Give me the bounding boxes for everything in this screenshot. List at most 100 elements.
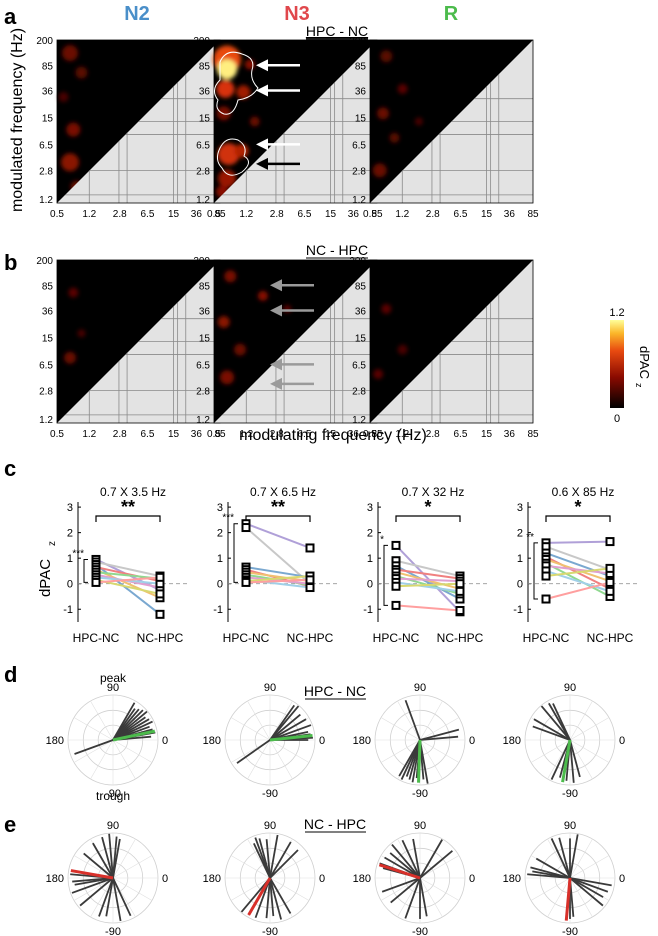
polar-vector (550, 838, 571, 879)
x-category-label: NC-HPC (437, 631, 484, 645)
polar-spoke (569, 717, 610, 741)
polar-label-0: 0 (162, 873, 168, 885)
polar-spoke (569, 739, 610, 763)
polar-spoke (73, 855, 114, 879)
side-bracket (233, 523, 238, 583)
heatmap-y-tick-label: 2.8 (39, 166, 53, 177)
polar-label-180: 180 (503, 873, 521, 885)
paired-line (245, 578, 311, 584)
heatmap-y-tick-label: 200 (36, 36, 53, 47)
polar-vector (74, 739, 114, 755)
polar-label-90: 90 (264, 820, 276, 832)
polar-spoke (419, 739, 460, 763)
heatmap-y-tick-label: 15 (199, 333, 211, 344)
polar-vector (98, 877, 114, 917)
paired-line (395, 604, 461, 612)
heatmap-y-tick-label: 1.2 (352, 195, 366, 206)
polar-spoke (112, 877, 153, 901)
arrow-head (256, 84, 268, 97)
heatmap-hotspot (68, 287, 79, 298)
x-axis-title-heatmap: modulating frequency (Hz) (239, 427, 427, 444)
polar-label-0: 0 (619, 735, 625, 747)
heatmap-x-tick-label: 0.5 (207, 209, 221, 220)
colorbar-title: dPAC z (634, 346, 652, 388)
data-point (155, 572, 165, 582)
polar-vector (112, 877, 132, 917)
polar-mean-vector (112, 729, 156, 742)
side-bracket-stars: *** (72, 548, 84, 559)
polar-label-90: 90 (107, 682, 119, 694)
polar-vector (390, 877, 421, 904)
heatmap-x-tick-label: 1.2 (239, 209, 253, 220)
heatmap-y-tick-label: 15 (42, 113, 54, 124)
panel-letter-c: c (4, 456, 16, 481)
arrow-head (270, 358, 282, 371)
panel-letter-a: a (4, 4, 17, 29)
heatmap-y-tick-label: 200 (36, 256, 53, 267)
y-tick-label: 1 (367, 553, 373, 565)
side-bracket (83, 558, 88, 583)
polar-vector (258, 838, 271, 879)
heatmap-hotspot (397, 83, 408, 94)
polar-spoke (112, 739, 153, 763)
polar-spoke (380, 717, 421, 741)
polar-spoke (230, 717, 271, 741)
heatmap-frame (369, 39, 534, 204)
polar-label-minus-90: -90 (262, 926, 278, 936)
y-tick-label: 1 (517, 553, 523, 565)
data-point (391, 540, 401, 550)
polar-spoke (230, 877, 271, 901)
polar-mean-vector (564, 877, 572, 921)
polar-vector (92, 842, 114, 879)
paired-line (545, 564, 611, 575)
polar-spoke (419, 877, 460, 901)
heatmap-x-tick-label: 1.2 (395, 209, 409, 220)
polar-plot: 90 -90 180 0 (46, 682, 168, 800)
heatmap-hotspot (64, 351, 77, 364)
heatmap-hotspot (218, 169, 237, 188)
arrow-marker (270, 377, 314, 390)
heatmap-hotspot (217, 143, 240, 166)
polar-vector (404, 877, 421, 919)
heatmap-hotspot (58, 92, 69, 103)
y-axis-title-dpac: dPAC z (37, 541, 58, 597)
heatmap-y-tick-label: 6.5 (39, 360, 53, 371)
polar-label-minus-90: -90 (412, 926, 428, 936)
polar-vector (269, 834, 279, 879)
polar-vector (552, 703, 571, 741)
heatmap-x-tick-label: 15 (481, 429, 493, 440)
polar-spoke (419, 877, 443, 918)
paired-line (95, 561, 161, 578)
colorbar (610, 320, 624, 408)
polar-spoke (247, 700, 271, 741)
stage-header-r: R (444, 3, 459, 25)
heatmap-x-tick-label: 6.5 (298, 429, 312, 440)
data-point (241, 523, 251, 533)
heatmap-hotspot (389, 132, 400, 143)
polar-vector (569, 739, 581, 778)
heatmap-panel: 200 85 36 15 6.5 2.8 1.2 0.5 1.2 2.8 6.5 15 36 85 (36, 256, 226, 440)
polar-label-0: 0 (469, 873, 475, 885)
polar-label-90: 90 (564, 682, 576, 694)
polar-spoke (397, 700, 421, 741)
polar-label-0: 0 (319, 873, 325, 885)
data-point (91, 577, 101, 587)
paired-line (395, 582, 461, 588)
side-bracket-stars: ** (526, 532, 534, 543)
paired-line (545, 540, 611, 544)
heatmap-x-tick-label: 85 (214, 209, 226, 220)
polar-label-90: 90 (414, 682, 426, 694)
heatmap-x-tick-label: 36 (348, 429, 360, 440)
polar-spoke (269, 739, 293, 780)
heatmap-x-tick-label: 0.5 (207, 429, 221, 440)
polar-spoke (90, 700, 114, 741)
paired-line (95, 568, 161, 599)
polar-plot: 90 -90 180 0 (203, 820, 325, 936)
polar-spoke (73, 717, 114, 741)
polar-vector (74, 877, 114, 886)
y-tick-label: 1 (67, 553, 73, 565)
polar-vector (265, 839, 271, 879)
y-tick-label: 2 (217, 528, 223, 540)
heatmap-x-tick-label: 2.8 (270, 209, 284, 220)
